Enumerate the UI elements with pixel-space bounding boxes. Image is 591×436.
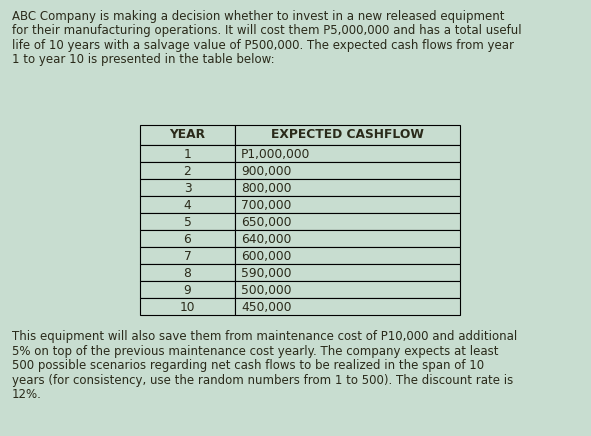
Text: 4: 4 [184,199,191,212]
Text: 2: 2 [184,165,191,178]
Bar [140,196,235,213]
Text: 9: 9 [184,284,191,297]
Text: 7: 7 [184,250,191,263]
Text: 900,000: 900,000 [241,165,291,178]
Text: 6: 6 [184,233,191,246]
Bar [235,264,460,281]
Text: ABC Company is making a decision whether to invest in a new released equipment: ABC Company is making a decision whether… [12,10,505,23]
Bar [140,213,235,230]
Bar [140,162,235,179]
Text: 450,000: 450,000 [241,301,291,314]
Bar [140,179,235,196]
Text: 650,000: 650,000 [241,216,291,229]
Text: 590,000: 590,000 [241,267,291,280]
Text: 700,000: 700,000 [241,199,291,212]
Text: 500,000: 500,000 [241,284,291,297]
Text: 8: 8 [184,267,191,280]
Text: 3: 3 [184,182,191,195]
Bar [235,247,460,264]
Text: 12%.: 12%. [12,388,42,401]
Text: 640,000: 640,000 [241,233,291,246]
Text: years (for consistency, use the random numbers from 1 to 500). The discount rate: years (for consistency, use the random n… [12,374,513,386]
Bar [235,196,460,213]
Bar [235,230,460,247]
Text: 5: 5 [184,216,191,229]
Bar [235,281,460,298]
Text: for their manufacturing operations. It will cost them P5,000,000 and has a total: for their manufacturing operations. It w… [12,24,522,37]
Text: 1: 1 [184,148,191,161]
Text: P1,000,000: P1,000,000 [241,148,310,161]
Bar [140,125,235,145]
Bar [140,247,235,264]
Bar [235,162,460,179]
Bar [235,213,460,230]
Bar [140,281,235,298]
Bar [140,145,235,162]
Bar [140,298,235,315]
Text: EXPECTED CASHFLOW: EXPECTED CASHFLOW [271,128,424,141]
Text: 5% on top of the previous maintenance cost yearly. The company expects at least: 5% on top of the previous maintenance co… [12,344,498,358]
Bar [235,125,460,145]
Text: life of 10 years with a salvage value of P500,000. The expected cash flows from : life of 10 years with a salvage value of… [12,39,514,52]
Bar [140,264,235,281]
Bar [235,179,460,196]
Text: This equipment will also save them from maintenance cost of P10,000 and addition: This equipment will also save them from … [12,330,517,343]
Text: 600,000: 600,000 [241,250,291,263]
Bar [235,298,460,315]
Bar [140,230,235,247]
Text: 800,000: 800,000 [241,182,291,195]
Bar [235,145,460,162]
Text: 10: 10 [180,301,195,314]
Text: YEAR: YEAR [170,128,206,141]
Text: 500 possible scenarios regarding net cash flows to be realized in the span of 10: 500 possible scenarios regarding net cas… [12,359,484,372]
Text: 1 to year 10 is presented in the table below:: 1 to year 10 is presented in the table b… [12,54,275,67]
